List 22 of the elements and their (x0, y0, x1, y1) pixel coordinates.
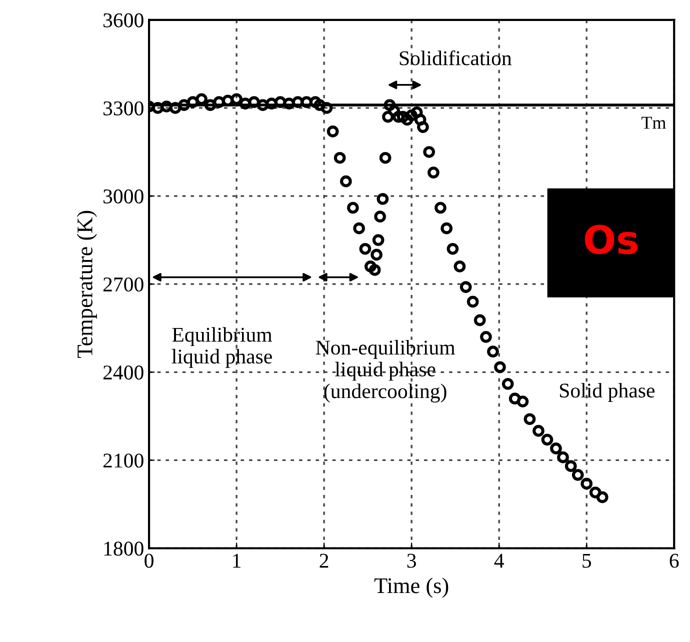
y-tick-label: 2700 (103, 277, 144, 292)
x-tick-label: 6 (670, 554, 679, 568)
ref-line-label: Tm (642, 116, 666, 129)
y-tick-label: 3000 (104, 189, 144, 204)
x-tick-label: 3 (407, 554, 416, 568)
x-tick-label: 1 (233, 554, 241, 568)
annotation: Solid phase (560, 382, 655, 402)
y-tick-label: 2400 (103, 366, 144, 380)
y-axis-title: Temperature (K) (76, 210, 97, 358)
y-tick-label: 2100 (103, 454, 144, 468)
y-tick-label: 3300 (104, 101, 144, 116)
annotation: Os (584, 224, 638, 254)
x-tick-label: 4 (494, 554, 504, 568)
y-tick-label: 3600 (104, 13, 144, 28)
x-tick-label: 5 (582, 554, 592, 568)
annotation: Non-equilibrium liquid phase (undercooling) (316, 340, 456, 403)
x-tick-label: 2 (320, 554, 328, 568)
x-axis-title: Time (s) (374, 578, 448, 598)
x-tick-label: 0 (144, 554, 154, 568)
y-tick-label: 1800 (104, 542, 144, 556)
annotation: Solidification (400, 50, 512, 66)
annotation: Equilibrium liquid phase (172, 327, 272, 368)
